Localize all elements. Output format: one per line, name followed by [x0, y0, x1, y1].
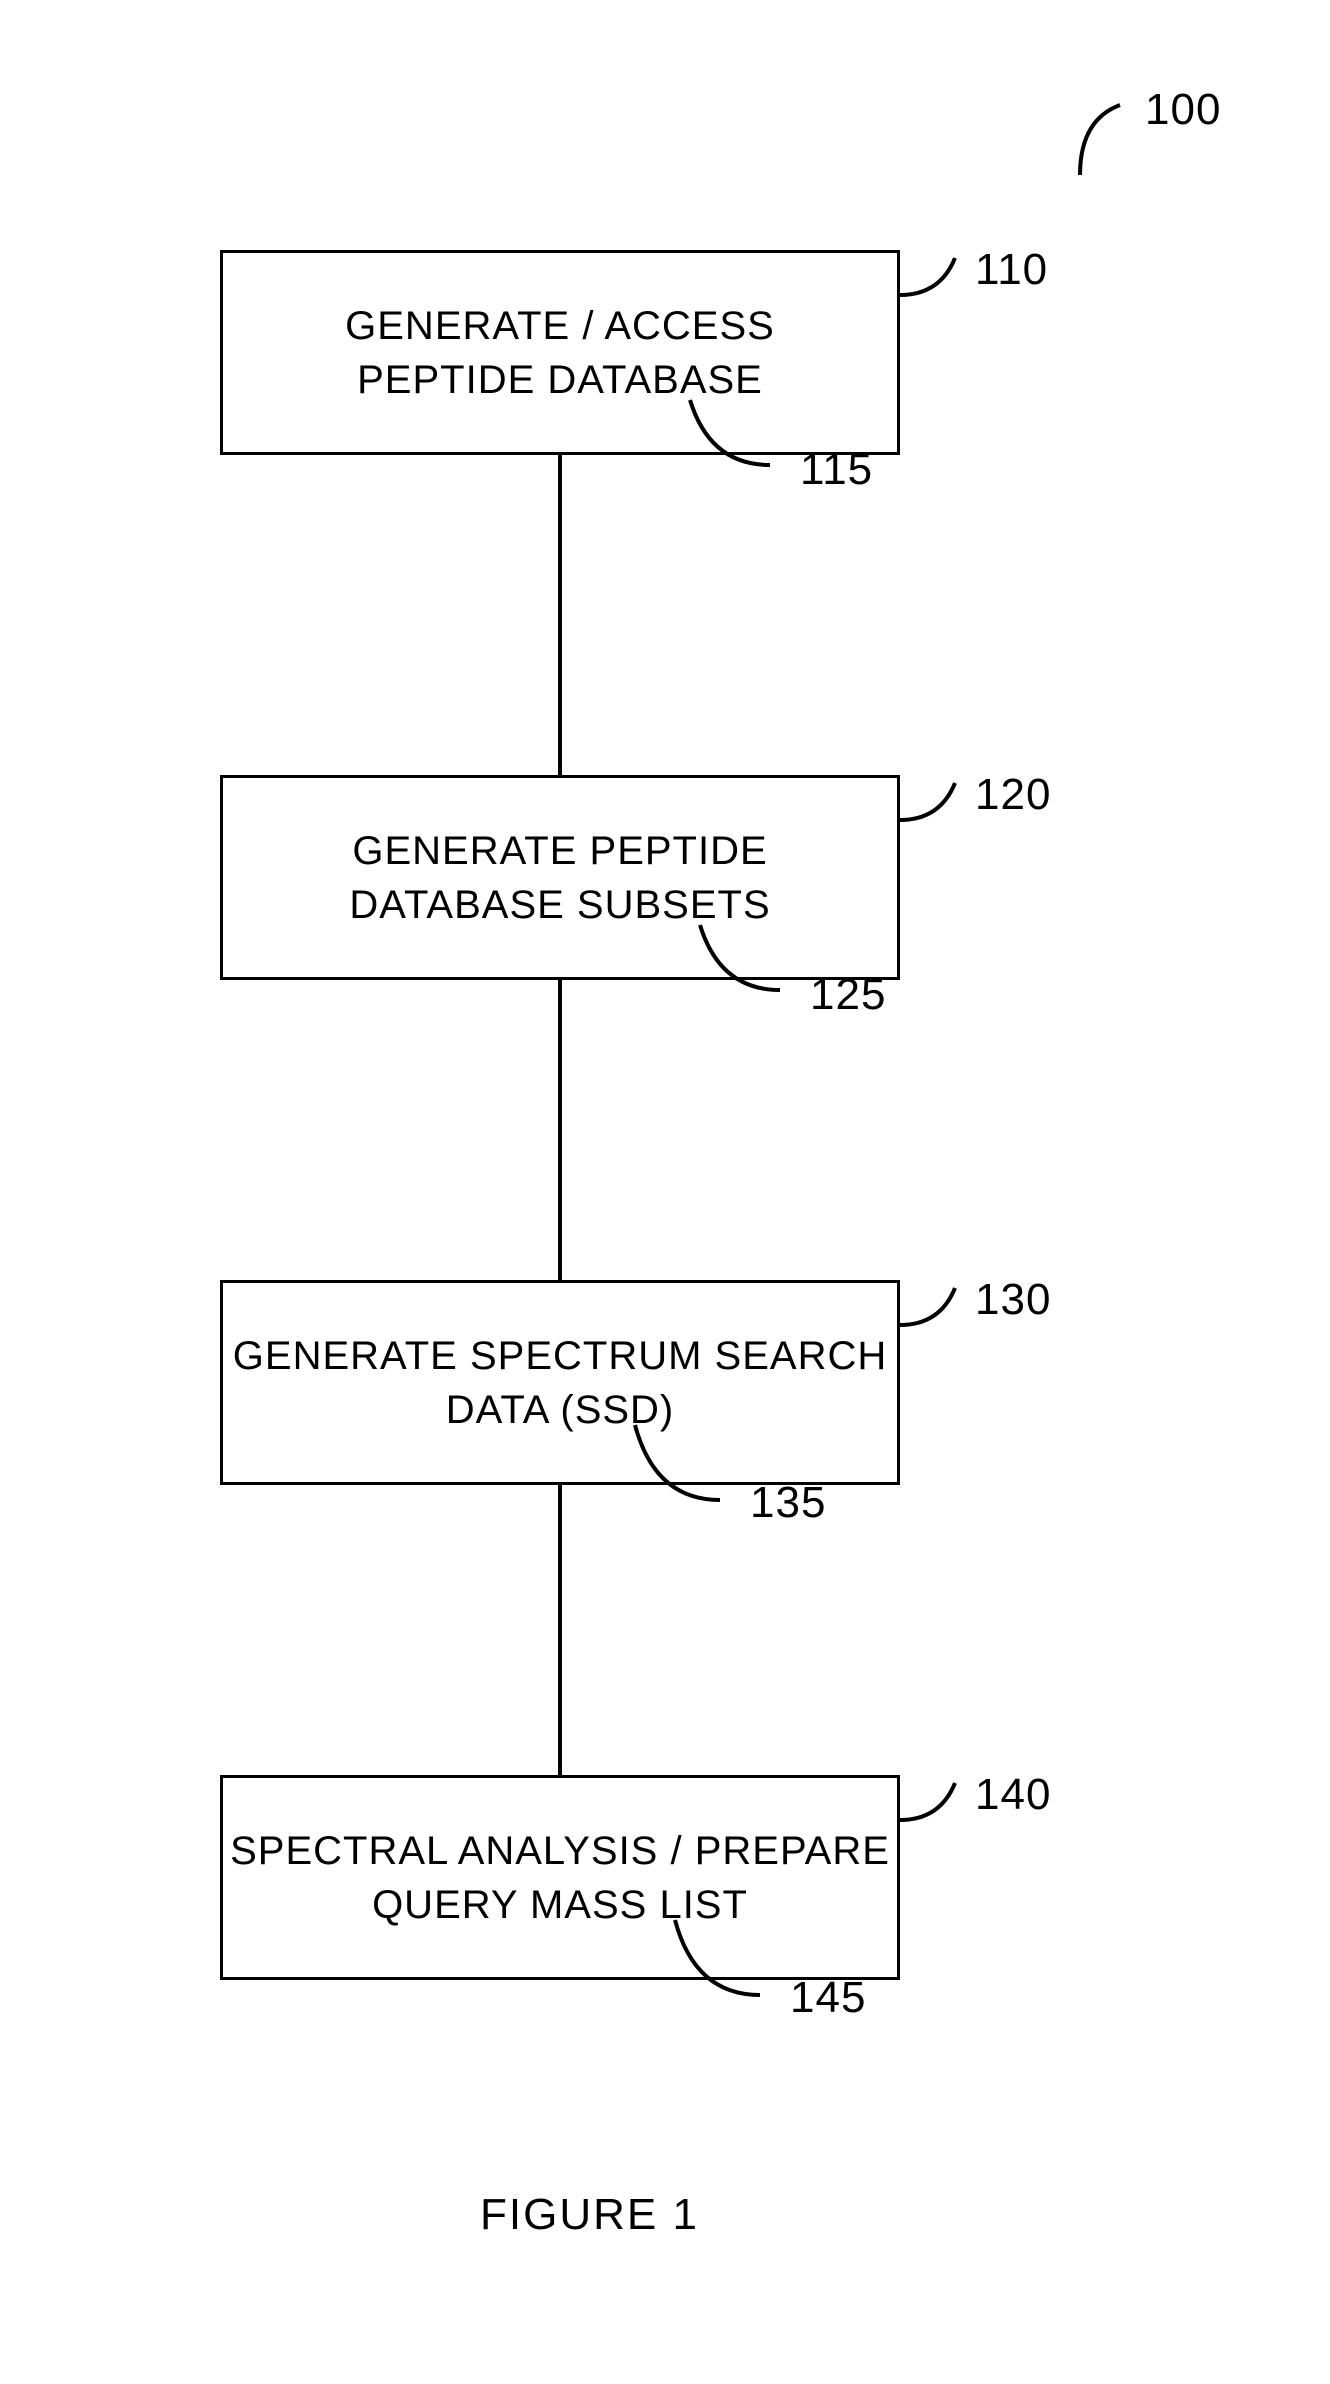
ref-135: 135	[750, 1478, 826, 1528]
connector-2-3	[558, 980, 562, 1280]
hook-100	[1060, 90, 1140, 180]
box-spectral-analysis-query-mass-list: SPECTRAL ANALYSIS / PREPARE QUERY MASS L…	[220, 1775, 900, 1980]
ref-110: 110	[975, 245, 1048, 295]
box3-line1: GENERATE SPECTRUM SEARCH	[233, 1329, 887, 1383]
box4-line1: SPECTRAL ANALYSIS / PREPARE	[230, 1824, 890, 1878]
connector-3-4	[558, 1485, 562, 1775]
box2-line1: GENERATE PEPTIDE	[352, 824, 767, 878]
ref-145: 145	[790, 1973, 866, 2023]
ref-125: 125	[810, 970, 886, 1020]
ref-120: 120	[975, 770, 1051, 820]
ref-115: 115	[800, 445, 873, 495]
box-generate-access-peptide-db: GENERATE / ACCESS PEPTIDE DATABASE	[220, 250, 900, 455]
ref-140: 140	[975, 1770, 1051, 1820]
ref-130: 130	[975, 1275, 1051, 1325]
figure-caption: FIGURE 1	[480, 2190, 699, 2240]
ref-100: 100	[1145, 85, 1221, 135]
hook-145	[660, 1915, 780, 2015]
hook-135	[620, 1420, 740, 1520]
box-generate-spectrum-search-data: GENERATE SPECTRUM SEARCH DATA (SSD)	[220, 1280, 900, 1485]
figure-page: 100 GENERATE / ACCESS PEPTIDE DATABASE 1…	[0, 0, 1330, 2384]
hook-115	[680, 395, 790, 485]
box1-line1: GENERATE / ACCESS	[345, 299, 775, 353]
hook-125	[690, 920, 800, 1010]
connector-1-2	[558, 455, 562, 775]
